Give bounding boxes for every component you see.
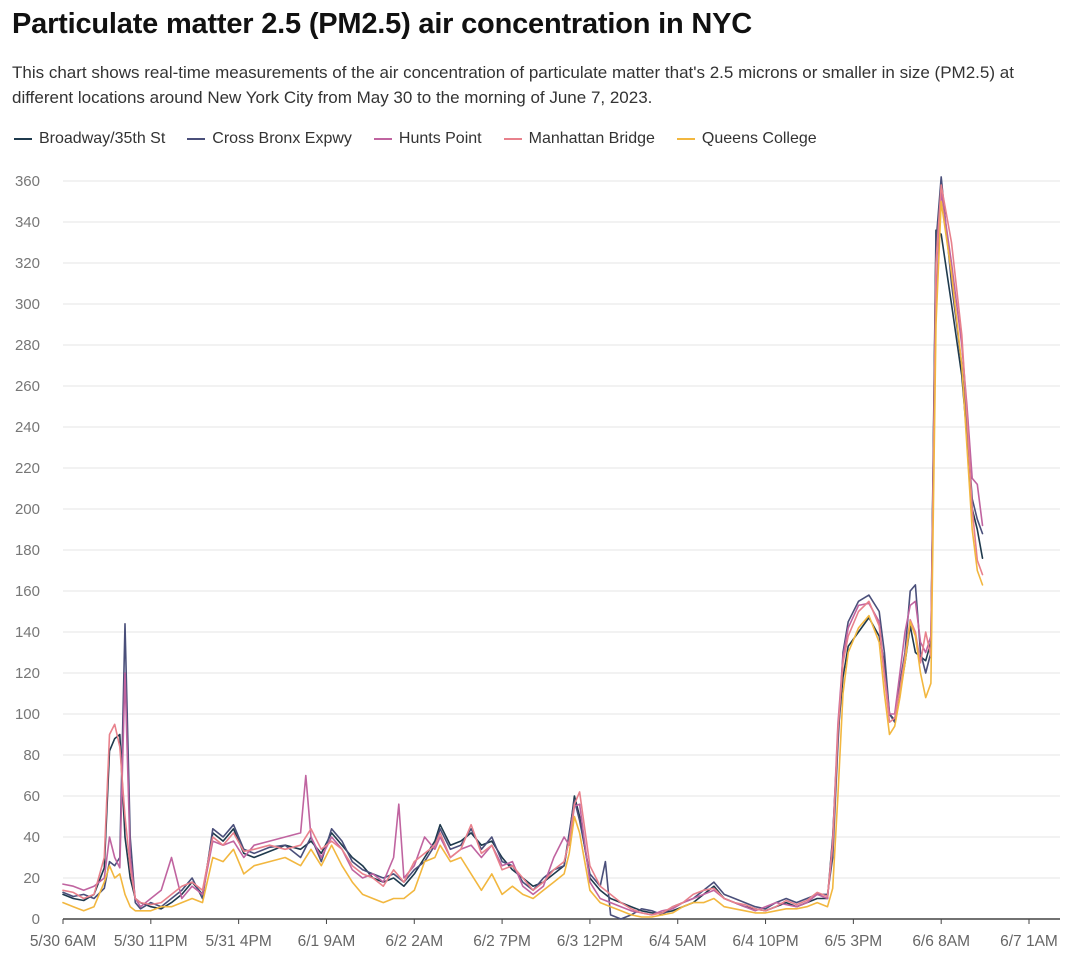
legend-swatch xyxy=(676,138,695,140)
legend-label: Broadway/35th St xyxy=(39,130,166,147)
page-title: Particulate matter 2.5 (PM2.5) air conce… xyxy=(12,8,752,40)
legend-item: Manhattan Bridge xyxy=(503,130,655,148)
y-tick-label: 60 xyxy=(23,788,40,805)
x-tick-label: 5/31 4PM xyxy=(205,933,271,950)
y-tick-label: 280 xyxy=(15,337,40,354)
chart-legend: Broadway/35th St Cross Bronx Expwy Hunts P… xyxy=(14,128,1064,150)
x-tick-label: 5/30 11PM xyxy=(114,933,188,950)
y-tick-label: 320 xyxy=(15,255,40,272)
x-tick-label: 5/30 6AM xyxy=(30,933,96,950)
legend-swatch xyxy=(14,138,32,140)
legend-label: Manhattan Bridge xyxy=(528,130,655,147)
series-line-cross-bronx-expwy xyxy=(62,176,984,920)
y-tick-label: 0 xyxy=(32,911,40,928)
legend-label: Hunts Point xyxy=(398,130,482,147)
y-tick-label: 300 xyxy=(15,296,40,313)
legend-label: Cross Bronx Expwy xyxy=(212,130,352,147)
y-tick-label: 140 xyxy=(15,624,40,641)
y-tick-label: 200 xyxy=(15,501,40,518)
legend-item: Cross Bronx Expwy xyxy=(187,130,352,148)
x-tick-label: 6/6 8AM xyxy=(912,933,970,950)
legend-swatch xyxy=(503,138,522,140)
legend-swatch xyxy=(187,138,206,140)
legend-item: Queens College xyxy=(676,130,817,148)
y-tick-label: 260 xyxy=(15,378,40,395)
y-tick-label: 20 xyxy=(23,870,40,887)
y-tick-label: 240 xyxy=(15,419,40,436)
y-tick-label: 340 xyxy=(15,214,40,231)
y-tick-label: 120 xyxy=(15,665,40,682)
x-tick-label: 6/3 12PM xyxy=(557,933,623,950)
line-chart: 0 20 40 60 80 100 120 140 160 180 200 220 240 260 280 3… xyxy=(15,173,1060,950)
y-tick-label: 360 xyxy=(15,173,40,190)
x-tick-label: 6/7 1AM xyxy=(1000,933,1058,950)
x-tick-label: 6/2 7PM xyxy=(473,933,531,950)
y-tick-label: 40 xyxy=(23,829,40,846)
x-tick-label: 6/1 9AM xyxy=(298,933,356,950)
x-tick-label: 6/4 10PM xyxy=(732,933,798,950)
x-tick-label: 6/4 5AM xyxy=(649,933,707,950)
chart-subtitle: This chart shows real-time measurements … xyxy=(12,63,1014,107)
y-tick-label: 80 xyxy=(23,747,40,764)
x-tick-label: 6/2 2AM xyxy=(385,933,443,950)
series-line-queens-college xyxy=(62,200,984,918)
legend-item: Broadway/35th St xyxy=(14,130,165,148)
y-tick-label: 100 xyxy=(15,706,40,723)
series-line-broadway-35th-st xyxy=(62,229,984,914)
y-tick-label: 180 xyxy=(15,542,40,559)
y-tick-label: 220 xyxy=(15,460,40,477)
series-line-manhattan-bridge xyxy=(62,184,984,916)
legend-swatch xyxy=(373,138,392,140)
series-line-hunts-point xyxy=(62,190,984,916)
legend-label: Queens College xyxy=(701,130,817,147)
y-tick-label: 160 xyxy=(15,583,40,600)
x-tick-label: 6/5 3PM xyxy=(825,933,883,950)
legend-item: Hunts Point xyxy=(373,130,482,148)
